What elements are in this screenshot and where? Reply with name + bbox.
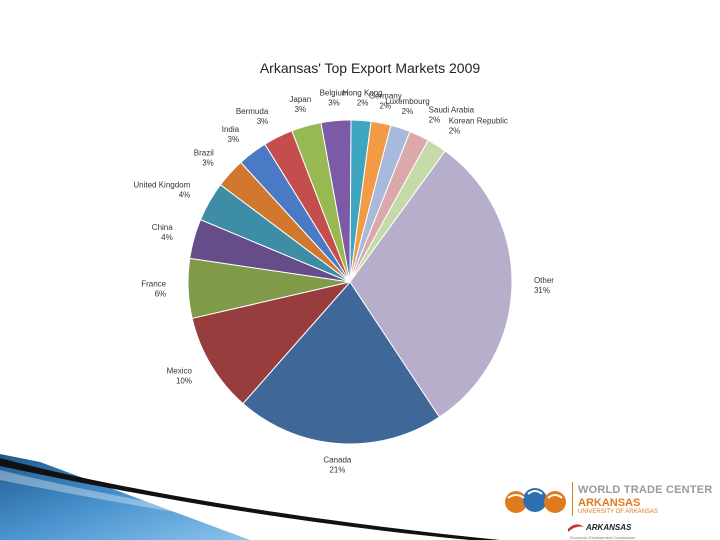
logo-line1: WORLD TRADE CENTER [578, 484, 713, 496]
slice-label-canada: Canada [323, 456, 352, 465]
slice-pct-germany: 2% [380, 101, 392, 110]
logo-line4: ARKANSAS [586, 523, 632, 532]
globe-logo-icon [505, 488, 566, 513]
pie-slice-canada [242, 281, 441, 445]
slice-label-korean-republic: Korean Republic [449, 117, 508, 126]
slice-label-luxembourg: Luxembourg [385, 97, 429, 106]
logo-divider [572, 482, 573, 516]
slice-label-germany: Germany [369, 91, 402, 100]
slice-label-saudi-arabia: Saudi Arabia [429, 106, 475, 115]
slice-pct-hong-kong: 2% [357, 98, 369, 107]
slice-label-united-kingdom: United Kingdom [133, 181, 190, 190]
slice-label-india: India [222, 125, 240, 134]
slice-label-other: Other [534, 276, 554, 285]
pie-slices [187, 119, 513, 445]
slice-pct-korean-republic: 2% [449, 127, 461, 136]
slice-pct-canada: 21% [329, 466, 345, 475]
slice-pct-bermuda: 3% [257, 117, 269, 126]
slide-decoration-wave [0, 454, 500, 540]
slice-label-belgium: Belgium [320, 89, 349, 98]
slice-pct-china: 4% [161, 233, 173, 242]
logo-line5: Economic Development Commission [570, 535, 636, 540]
chart-title: Arkansas' Top Export Markets 2009 [259, 60, 481, 76]
slice-pct-saudi-arabia: 2% [429, 116, 441, 125]
slice-pct-india: 3% [228, 135, 240, 144]
slice-label-hong-kong: Hong Kong [343, 88, 383, 97]
slice-pct-united-kingdom: 4% [179, 191, 191, 200]
slice-label-bermuda: Bermuda [236, 107, 269, 116]
logo-line3: UNIVERSITY OF ARKANSAS [578, 509, 658, 515]
slice-pct-other: 31% [534, 286, 550, 295]
pie-slice-mexico [191, 281, 352, 405]
slice-pct-japan: 3% [295, 105, 307, 114]
slice-pct-belgium: 3% [328, 99, 340, 108]
world-trade-center-logo: WORLD TRADE CENTER ARKANSAS UNIVERSITY O… [500, 476, 720, 540]
logo-line2: ARKANSAS [578, 497, 641, 509]
slice-label-japan: Japan [289, 95, 311, 104]
slice-pct-brazil: 3% [202, 158, 214, 167]
slice-pct-luxembourg: 2% [402, 107, 414, 116]
adec-swoosh-icon [568, 524, 584, 532]
slice-pct-france: 6% [155, 289, 167, 298]
slice-label-france: France [141, 279, 166, 288]
slice-pct-mexico: 10% [176, 376, 192, 385]
slice-label-china: China [152, 223, 173, 232]
pie-slice-other [349, 150, 513, 418]
slice-label-brazil: Brazil [194, 148, 214, 157]
slice-label-mexico: Mexico [167, 366, 193, 375]
